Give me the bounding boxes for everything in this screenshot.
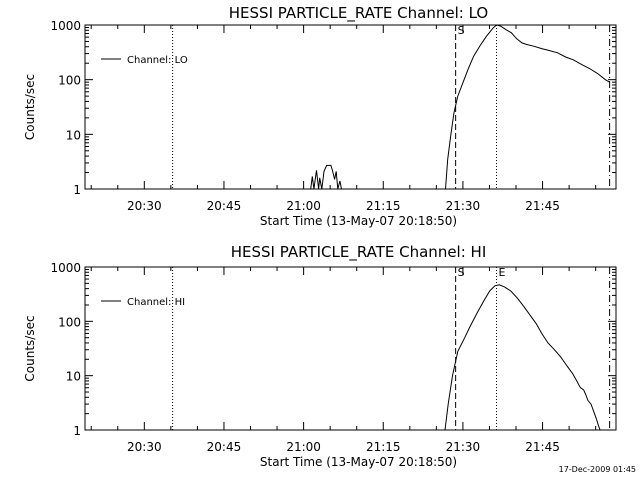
panel1-x-tick-label: 20:45 [207, 199, 242, 213]
footer-timestamp: 17-Dec-2009 01:45 [558, 465, 636, 474]
panel1-x-tick-label: 21:15 [366, 199, 401, 213]
panel1-vline-label: S [458, 24, 465, 37]
panel1-series-line [85, 24, 610, 190]
panel1-x-tick-label: 21:30 [446, 199, 481, 213]
panel2-y-tick-label: 100 [58, 315, 81, 329]
panel1-x-tick-label: 21:45 [525, 199, 560, 213]
panel2-x-tick-label: 21:30 [446, 440, 481, 454]
panel2-y-tick-label: 10 [66, 370, 81, 384]
panel2-plot-frame [84, 266, 617, 431]
panel1-legend-label: Channel: LO [127, 55, 188, 66]
panel2-legend-label: Channel: HI [127, 297, 185, 308]
panel2-x-axis-label: Start Time (13-May-07 20:18:50) [260, 455, 457, 469]
panel2-y-tick-label: 1000 [50, 261, 81, 275]
panel1-x-tick-label: 20:30 [127, 199, 162, 213]
panel1-chart-title: HESSI PARTICLE_RATE Channel: LO [229, 4, 488, 23]
panel1-y-tick-label: 100 [58, 74, 81, 88]
panel2-vline-label: E [499, 266, 506, 279]
panel2-y-tick-label: 1 [73, 424, 81, 438]
panel2-chart-title: HESSI PARTICLE_RATE Channel: HI [231, 243, 487, 262]
panel1-y-tick-label: 1 [73, 183, 81, 197]
panel1-x-axis-label: Start Time (13-May-07 20:18:50) [260, 214, 457, 228]
panel1-x-tick-label: 21:00 [286, 199, 321, 213]
panel1-y-tick-label: 10 [66, 128, 81, 142]
panel2-y-axis-label: Counts/sec [23, 315, 37, 381]
panel1-plot-frame [84, 24, 617, 190]
panel1-y-axis-label: Counts/sec [23, 74, 37, 140]
panel1-y-tick-label: 1000 [50, 19, 81, 33]
panel2-x-tick-label: 21:15 [366, 440, 401, 454]
panel2-x-tick-label: 20:45 [207, 440, 242, 454]
panel2-x-tick-label: 21:45 [525, 440, 560, 454]
panel2-series-line [85, 284, 601, 431]
panel2-vline-label: S [458, 266, 465, 279]
panel2-x-tick-label: 21:00 [286, 440, 321, 454]
panel2-x-tick-label: 20:30 [127, 440, 162, 454]
